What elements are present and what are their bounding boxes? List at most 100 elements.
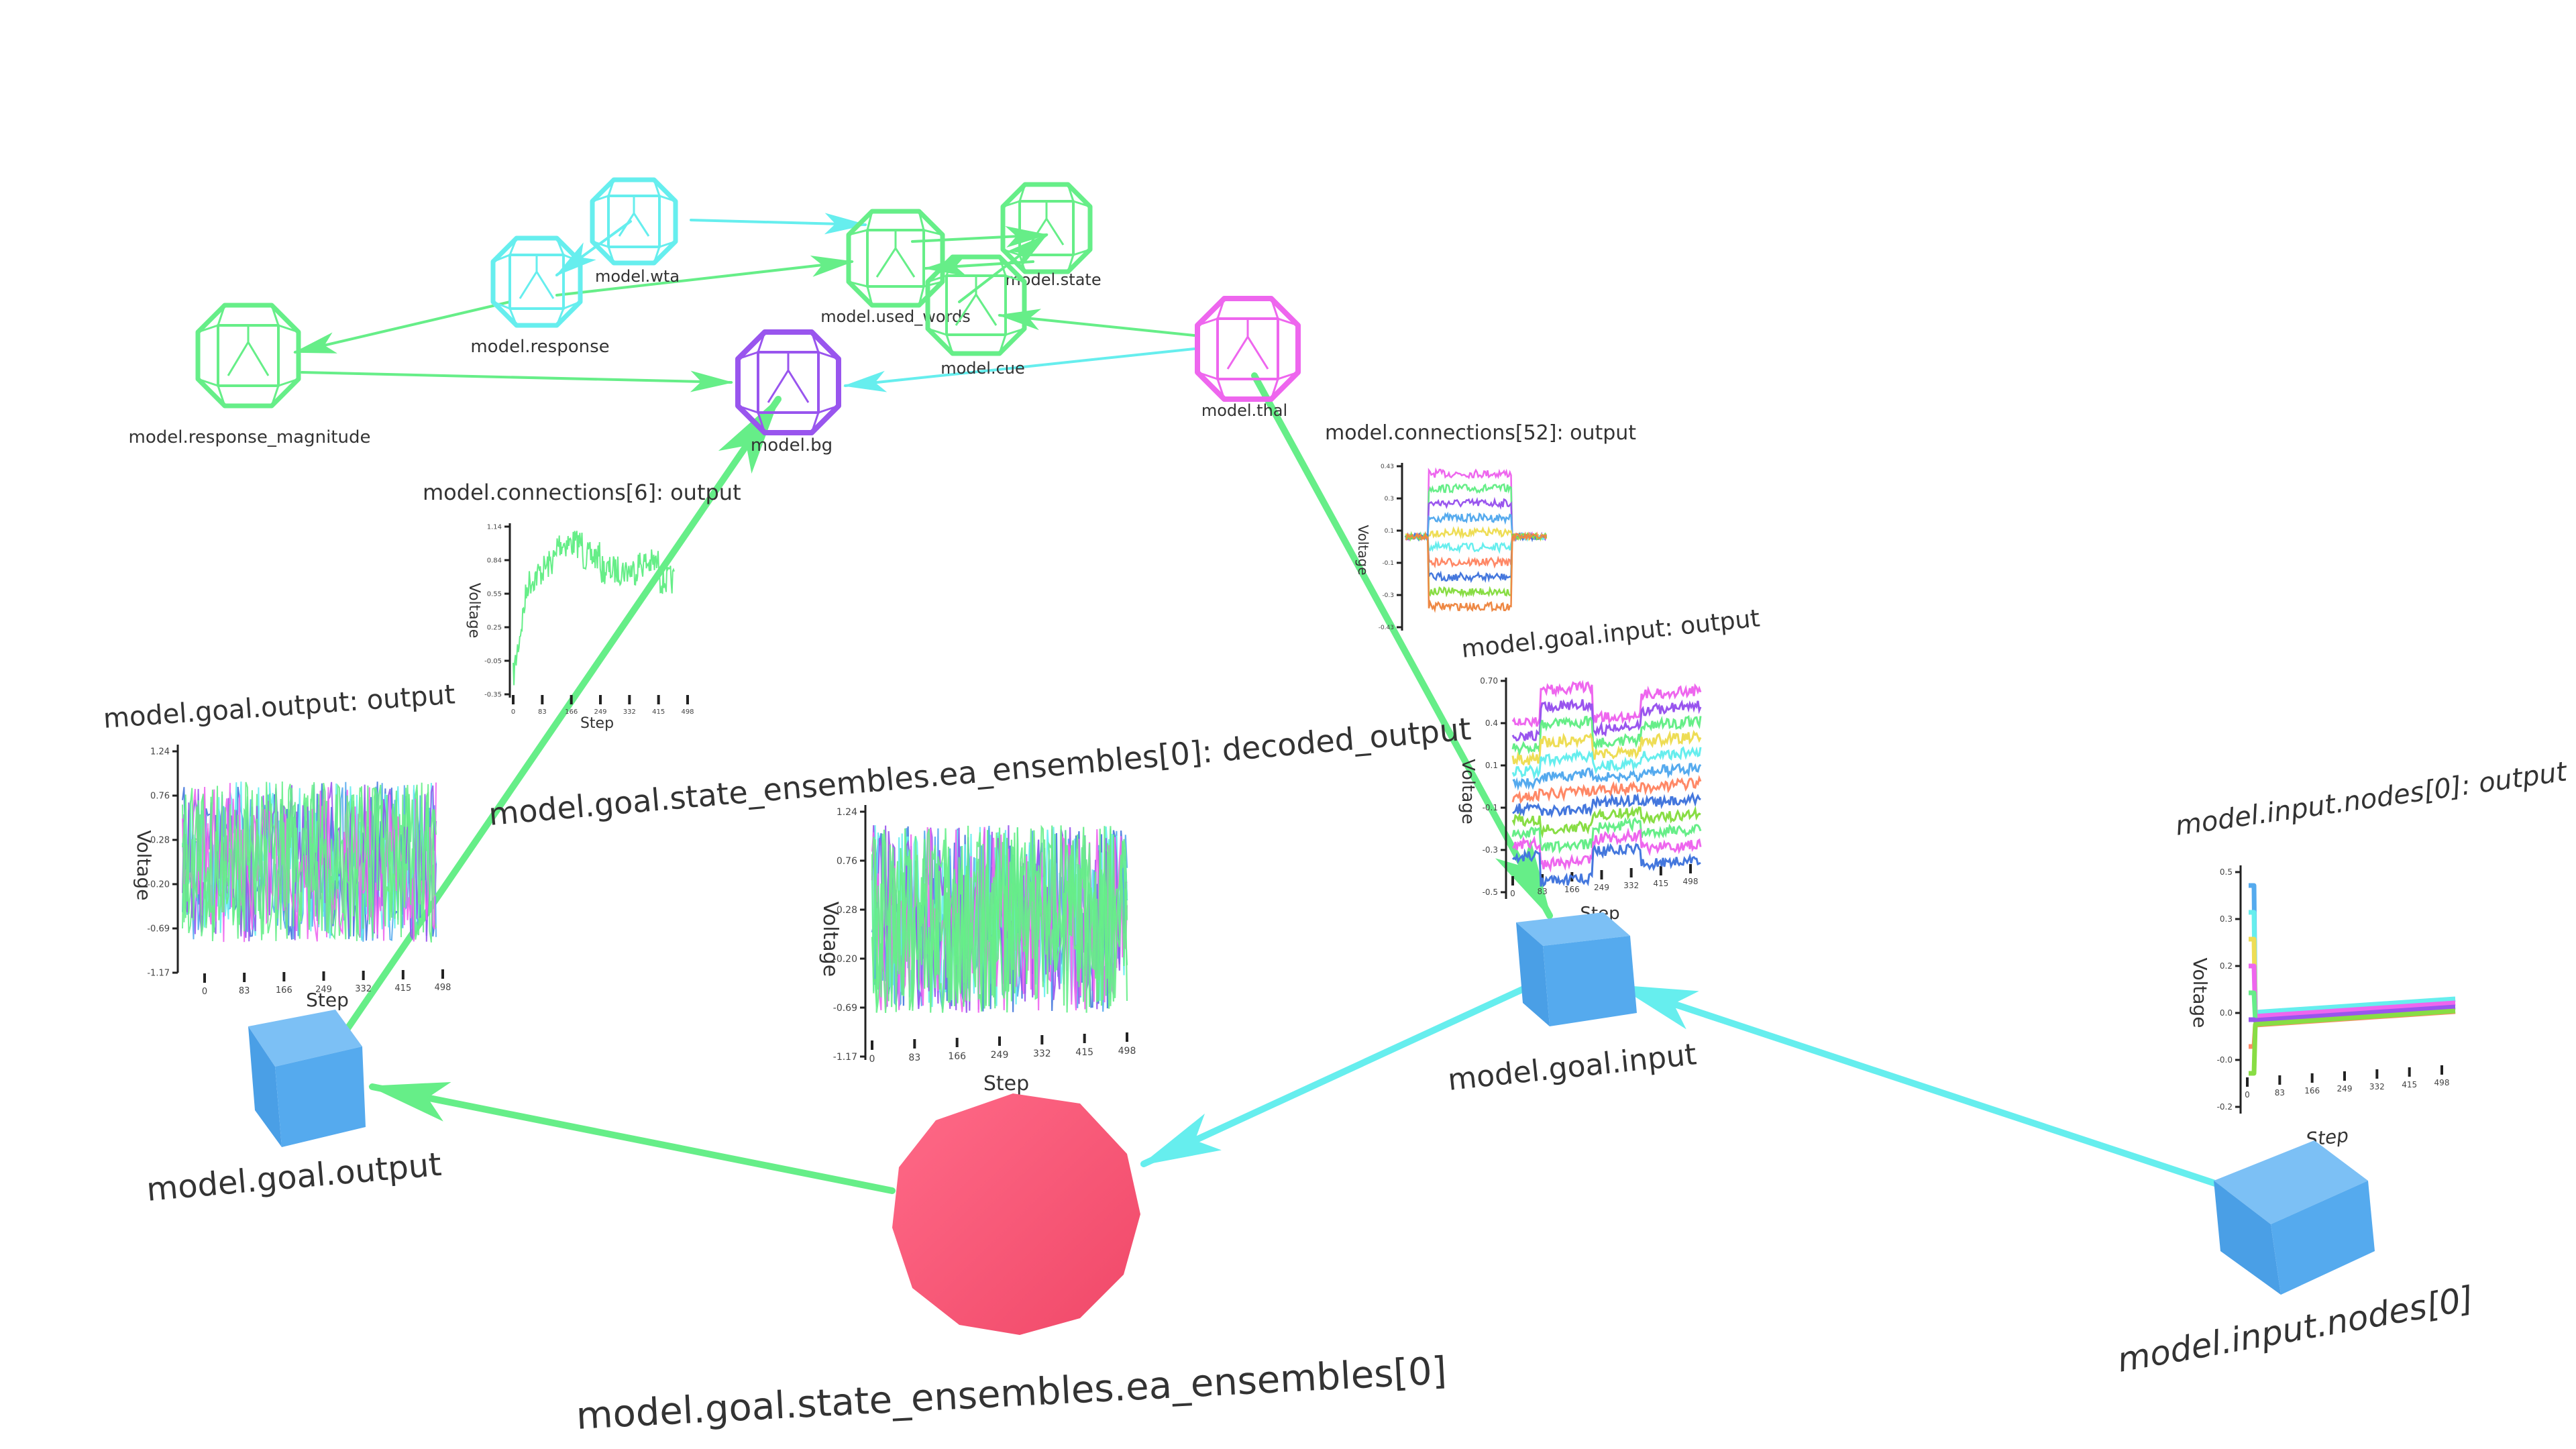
- node-bg[interactable]: [735, 329, 841, 435]
- x-tick-label: 249: [315, 985, 332, 995]
- x-tick-label: 83: [538, 708, 547, 716]
- link-magnitude-to-bg[interactable]: [301, 370, 734, 392]
- y-tick-label: -0.20: [147, 880, 170, 890]
- plot-conn6-yticks: 1.14 0.84 0.55 0.25 -0.05 -0.35: [484, 524, 510, 699]
- series-line: [1511, 843, 1701, 888]
- x-tick-label: 83: [239, 986, 250, 996]
- y-tick-label: -1.17: [147, 969, 170, 979]
- link-wta-to-response[interactable]: [555, 220, 632, 276]
- node-goal-input-cube[interactable]: [1516, 912, 1637, 1026]
- node-ea-ensemble-sphere[interactable]: [892, 1093, 1140, 1335]
- y-tick-label: 0.0: [2220, 1008, 2233, 1018]
- x-tick-label: 332: [1033, 1049, 1051, 1059]
- series-line: [182, 782, 437, 943]
- plot-connections-6[interactable]: model.connections[6]: output 1.14 0.84 0.5…: [423, 480, 741, 732]
- series-line: [1511, 775, 1702, 804]
- link-ensemble-to-goal-output[interactable]: [368, 1081, 896, 1194]
- y-tick-label: 0.76: [837, 856, 857, 867]
- series-line: [2249, 883, 2456, 1016]
- link-response-to-magnitude[interactable]: [292, 301, 511, 354]
- plot-conn52-ylabel: Voltage: [1355, 525, 1371, 575]
- y-tick-label: 1.24: [150, 747, 170, 757]
- plot-goal-input[interactable]: model.goal.input: output 0.70 0.4 0.1 -0.1 -…: [1458, 604, 1761, 924]
- label-wta: model.wta: [595, 267, 680, 286]
- node-goal-output-cube[interactable]: [248, 1010, 366, 1147]
- y-tick-label: 0.5: [2220, 867, 2233, 877]
- node-response[interactable]: [490, 235, 583, 328]
- plot-conn6-xticks: 0 83 166 249 332 415 498: [511, 695, 694, 716]
- plot-goal-input-ylabel: Voltage: [1458, 759, 1478, 824]
- x-tick-label: 415: [394, 983, 411, 994]
- plot-conn6-series: [513, 531, 675, 686]
- node-thal[interactable]: [1195, 296, 1301, 402]
- x-tick-label: 166: [276, 985, 292, 996]
- plot-goal-output[interactable]: model.goal.output: output 1.24 0.76 0.28 -0…: [102, 679, 455, 1011]
- plot-decoded-ylabel: Voltage: [818, 902, 842, 977]
- x-tick-label: 249: [991, 1050, 1009, 1061]
- plot-goal-output-xticks: 0 83 166 249 332 415 498: [202, 969, 451, 997]
- x-tick-label: 83: [908, 1053, 920, 1063]
- link-goal-input-to-ensemble[interactable]: [1140, 983, 1533, 1167]
- plot-goal-input-xticks: 0 83 166 249 332 415 498: [1510, 864, 1698, 898]
- y-tick-label: -0.35: [484, 692, 502, 699]
- series-line: [1511, 746, 1702, 780]
- plot-goal-input-series: [1511, 680, 1702, 888]
- series-line: [1405, 531, 1548, 613]
- plot-conn52-title: model.connections[52]: output: [1325, 421, 1636, 445]
- plot-decoded-xlabel: Step: [983, 1072, 1029, 1095]
- y-tick-label: 0.76: [150, 792, 170, 802]
- series-line: [1511, 816, 1702, 854]
- plot-input-nodes-series: [2249, 883, 2456, 1076]
- node-state[interactable]: [1000, 182, 1093, 274]
- link-thal-to-goal-input[interactable]: [1251, 372, 1553, 920]
- series-line: [1512, 763, 1702, 792]
- x-tick-label: 0: [2245, 1090, 2250, 1099]
- plot-input-nodes-ylabel: Voltage: [2189, 957, 2211, 1028]
- link-thal-to-bg[interactable]: [843, 347, 1195, 392]
- node-used-words[interactable]: [846, 209, 945, 308]
- series-line: [1404, 532, 1548, 584]
- node-wta[interactable]: [590, 177, 678, 266]
- y-tick-label: -0.1: [1382, 560, 1394, 567]
- link-input-node-to-goal-input[interactable]: [1616, 983, 2231, 1191]
- y-tick-label: -0.3: [1483, 845, 1498, 855]
- plot-decoded-output[interactable]: model.goal.state_ensembles.ea_ensembles[…: [487, 710, 1472, 1095]
- y-tick-label: 1.14: [487, 524, 502, 531]
- y-tick-label: 0.28: [150, 836, 170, 846]
- series-line: [2249, 910, 2456, 1015]
- plot-goal-output-series: [182, 781, 437, 943]
- series-line: [1511, 715, 1702, 757]
- node-response-magnitude[interactable]: [195, 303, 301, 409]
- x-tick-label: 332: [623, 708, 636, 716]
- plot-conn6-ylabel: Voltage: [466, 583, 482, 639]
- link-wta-to-used-words[interactable]: [690, 213, 868, 235]
- y-tick-label: 0.43: [1381, 464, 1394, 470]
- plot-input-nodes[interactable]: model.input.nodes[0]: output 0.50.30.20.…: [2174, 756, 2569, 1150]
- node-cue[interactable]: [925, 254, 1027, 356]
- x-tick-label: 0: [202, 987, 207, 997]
- link-response-to-used-words[interactable]: [555, 255, 855, 297]
- y-tick-label: -0.69: [833, 1003, 857, 1014]
- y-tick-label: -0.05: [484, 658, 502, 665]
- x-tick-label: 83: [1538, 887, 1548, 896]
- x-tick-label: 415: [1075, 1047, 1093, 1058]
- label-ea-ensemble: model.goal.state_ensembles.ea_ensembles[…: [575, 1349, 1448, 1438]
- link-used-words-to-state[interactable]: [911, 226, 1049, 248]
- label-response-magnitude: model.response_magnitude: [129, 427, 371, 447]
- link-thal-to-cue[interactable]: [997, 309, 1195, 337]
- x-tick-label: 332: [1623, 881, 1639, 890]
- plot-connections-52[interactable]: model.connections[52]: output 0.43 0.3 0.1…: [1325, 421, 1636, 631]
- plot-conn6-title: model.connections[6]: output: [423, 480, 741, 505]
- y-tick-label: -0.20: [833, 954, 857, 965]
- node-input-nodes-cube[interactable]: [2214, 1140, 2375, 1295]
- plot-decoded-title: model.goal.state_ensembles.ea_ensembles[…: [487, 710, 1472, 833]
- x-tick-label: 249: [1594, 883, 1609, 892]
- plot-conn52-yticks: 0.43 0.3 0.1 -0.1 -0.3 -0.43: [1379, 464, 1402, 631]
- x-tick-label: 415: [652, 708, 665, 716]
- y-tick-label: 0.25: [487, 625, 502, 632]
- y-tick-label: -1.17: [833, 1052, 857, 1063]
- label-cue: model.cue: [941, 359, 1025, 378]
- plot-decoded-xticks: 0 83 166 249 332 415 498: [869, 1032, 1136, 1065]
- plot-goal-output-ylabel: Voltage: [133, 830, 155, 900]
- y-tick-label: 0.4: [1485, 718, 1498, 728]
